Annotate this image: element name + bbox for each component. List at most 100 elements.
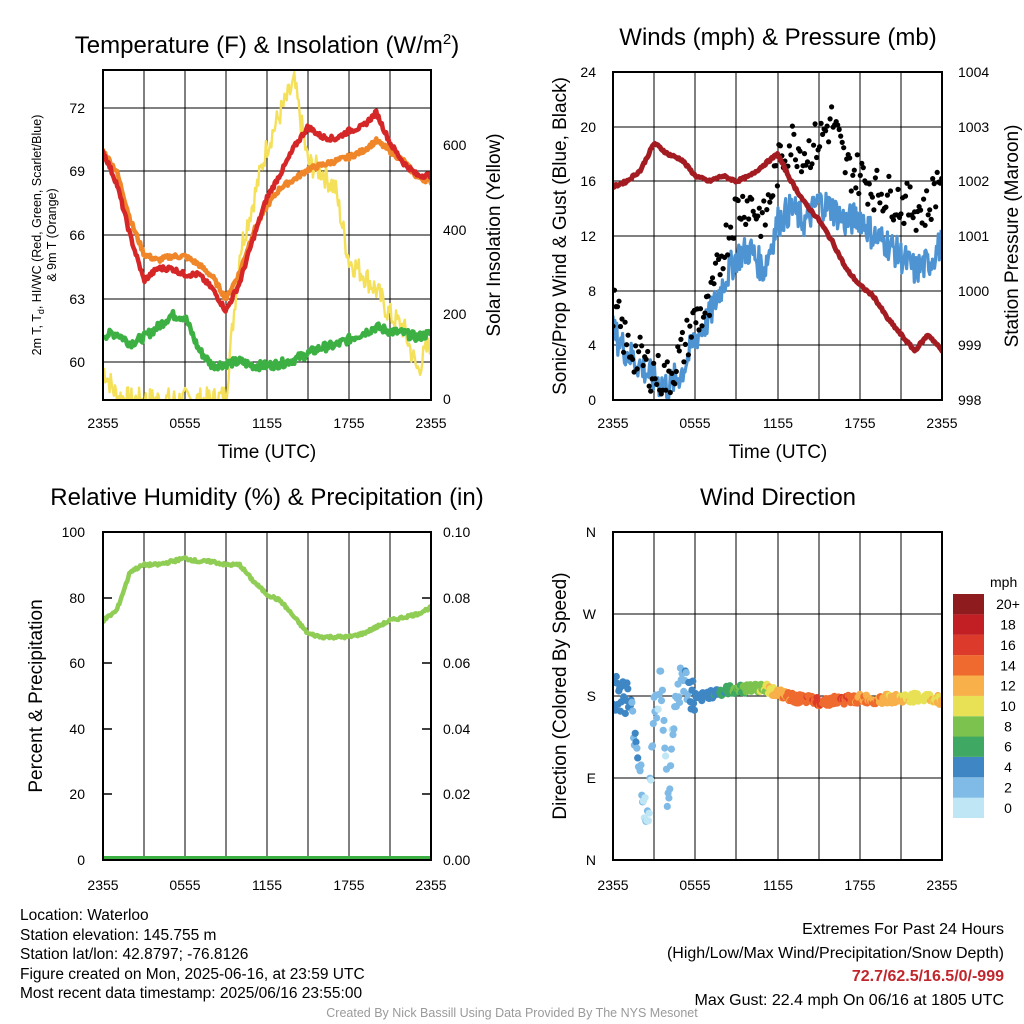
temp-xtick: 2355 <box>415 415 446 431</box>
direction-point <box>665 794 673 802</box>
solar-ytick: 200 <box>443 306 467 322</box>
gust-point <box>700 314 707 320</box>
rh-xtick: 1755 <box>333 877 364 893</box>
precip-ytick: 0.00 <box>443 852 470 868</box>
gust-point <box>857 172 863 178</box>
direction-point <box>682 669 690 677</box>
gust-point <box>789 123 796 129</box>
speed-legend-swatch <box>953 695 984 717</box>
gust-point <box>856 190 862 197</box>
gust-point <box>758 233 764 239</box>
max-gust: Max Gust: 22.4 mph On 06/16 at 1805 UTC <box>694 991 1005 1009</box>
series-line-solar <box>103 71 431 400</box>
wind-xtick: 1755 <box>844 415 875 431</box>
pressure-ytick: 1004 <box>958 64 989 80</box>
direction-point <box>675 693 683 701</box>
gust-point <box>640 362 646 369</box>
direction-point <box>660 716 668 725</box>
extremes-values: 72.7/62.5/16.5/0/-999 <box>851 968 1004 985</box>
direction-point <box>662 752 670 760</box>
gust-point <box>652 376 658 382</box>
temperature-panel-title: Temperature (F) & Insolation (W/m2) <box>75 31 459 59</box>
direction-point <box>666 785 674 793</box>
gust-point <box>678 336 684 342</box>
direction-point <box>629 707 637 715</box>
direction-point <box>667 762 675 770</box>
rh-ytick: 40 <box>69 721 85 737</box>
gust-point <box>693 320 699 326</box>
gust-point <box>860 165 866 171</box>
temp-xtick: 2355 <box>87 415 118 431</box>
speed-legend-label: 18 <box>1000 617 1016 633</box>
gust-point <box>910 215 916 221</box>
gust-point <box>735 197 741 204</box>
gust-point <box>725 252 731 258</box>
extremes-subtitle: (High/Low/Max Wind/Precipitation/Snow De… <box>666 944 1004 962</box>
gust-point <box>672 381 678 387</box>
dir-ytick: S <box>587 688 596 704</box>
temp-ytick: 63 <box>69 291 85 307</box>
direction-frame <box>612 531 943 861</box>
rh-xtick: 2355 <box>87 877 118 893</box>
gust-point <box>663 387 669 393</box>
speed-legend-label: 14 <box>1000 657 1016 673</box>
gust-point <box>681 359 687 365</box>
gust-point <box>933 204 939 210</box>
gust-point <box>890 217 897 223</box>
wind-grid <box>613 72 942 400</box>
temp-xtick: 0555 <box>169 415 200 431</box>
direction-point <box>669 731 677 739</box>
gust-point <box>854 152 860 158</box>
wind-ytick: 12 <box>580 228 596 244</box>
gust-point <box>884 192 891 198</box>
extremes-title: Extremes For Past 24 Hours <box>802 921 1004 938</box>
gust-point <box>918 207 924 213</box>
direction-point <box>634 754 642 762</box>
gust-point <box>827 116 833 122</box>
gust-point <box>877 200 883 206</box>
temp-xtick: 1155 <box>252 415 282 431</box>
gust-point <box>709 275 716 281</box>
direction-point <box>645 809 653 817</box>
precip-ytick: 0.06 <box>443 655 470 671</box>
wind-y-label: Sonic/Prop Wind & Gust (Blue, Black) <box>550 77 571 395</box>
gust-point <box>661 362 667 368</box>
gust-point <box>648 388 654 394</box>
direction-point <box>623 679 631 687</box>
gust-point <box>743 221 749 227</box>
direction-left-ticks: N E S W N <box>583 524 597 868</box>
wind-xtick: 0555 <box>679 415 710 431</box>
gust-point <box>798 169 805 175</box>
direction-point <box>653 714 661 722</box>
direction-point <box>637 761 645 769</box>
gust-point <box>791 131 797 137</box>
gust-point <box>676 348 682 354</box>
precip-ytick: 0.04 <box>443 721 470 737</box>
wind-ytick: 8 <box>588 283 596 299</box>
series-line-2m-t <box>103 108 431 314</box>
gust-point <box>712 260 719 266</box>
direction-series <box>613 664 942 825</box>
precip-right-ticks: 0.00 0.02 0.04 0.06 0.08 0.10 <box>443 524 470 868</box>
direction-point <box>663 802 671 811</box>
gust-point <box>728 224 734 230</box>
gust-point <box>685 352 692 358</box>
gust-point <box>895 186 901 192</box>
gust-point <box>836 126 842 133</box>
gust-point <box>788 152 794 158</box>
precip-ytick: 0.02 <box>443 786 470 802</box>
gust-point <box>617 323 624 330</box>
speed-legend-label: 16 <box>1000 637 1016 653</box>
wind-ytick: 16 <box>580 173 596 189</box>
speed-legend: mph 0 2 4 6 8 10 12 14 16 18 20+ <box>953 574 1020 818</box>
gust-point <box>673 368 679 375</box>
direction-point <box>633 744 641 752</box>
direction-point <box>690 699 698 707</box>
speed-legend-swatch <box>953 756 984 778</box>
speed-legend-swatch <box>953 777 984 798</box>
gust-point <box>756 205 762 211</box>
speed-legend-label: 0 <box>1004 800 1012 816</box>
gust-point <box>922 222 928 228</box>
gust-point <box>616 298 622 304</box>
temperature-grid <box>103 70 431 400</box>
